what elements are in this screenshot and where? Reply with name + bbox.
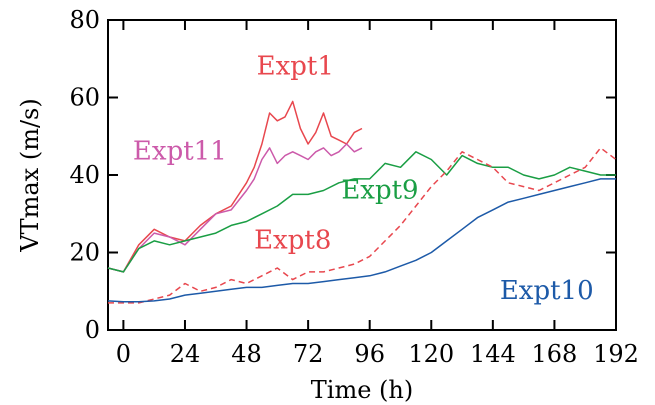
series-label-expt9: Expt9 bbox=[341, 175, 418, 205]
y-tick-label: 80 bbox=[69, 6, 100, 34]
series-line-expt10 bbox=[107, 178, 616, 303]
series-label-expt1: Expt1 bbox=[257, 51, 334, 81]
y-tick-label: 20 bbox=[69, 239, 100, 267]
y-tick-label: 60 bbox=[69, 84, 100, 112]
series-label-expt10: Expt10 bbox=[500, 276, 594, 306]
x-tick-label: 168 bbox=[532, 340, 578, 368]
y-axis-title: VTmax (m/s) bbox=[16, 98, 44, 252]
series-label-expt11: Expt11 bbox=[133, 137, 227, 167]
annotation-layer: Expt1 Expt11 Expt9 Expt8 Expt10 bbox=[133, 51, 594, 306]
x-tick-label: 120 bbox=[408, 340, 454, 368]
x-tick-label: 24 bbox=[170, 340, 201, 368]
series-line-expt8 bbox=[108, 147, 617, 304]
series-line-expt11 bbox=[107, 143, 363, 273]
x-tick-label: 72 bbox=[293, 340, 324, 368]
axis-ticks: 0 24 48 72 96 120 144 168 192 0 20 40 60 80 bbox=[69, 6, 638, 368]
series-layer bbox=[107, 100, 617, 304]
series-line-expt9 bbox=[107, 151, 616, 273]
y-tick-label: 40 bbox=[69, 161, 100, 189]
x-tick-label: 48 bbox=[231, 340, 262, 368]
y-tick-label: 0 bbox=[85, 316, 100, 344]
x-tick-label: 144 bbox=[470, 340, 516, 368]
x-axis-title: Time (h) bbox=[311, 376, 413, 404]
x-tick-label: 192 bbox=[593, 340, 639, 368]
x-tick-label: 96 bbox=[354, 340, 385, 368]
x-tick-label: 0 bbox=[116, 340, 131, 368]
series-label-expt8: Expt8 bbox=[254, 226, 331, 256]
